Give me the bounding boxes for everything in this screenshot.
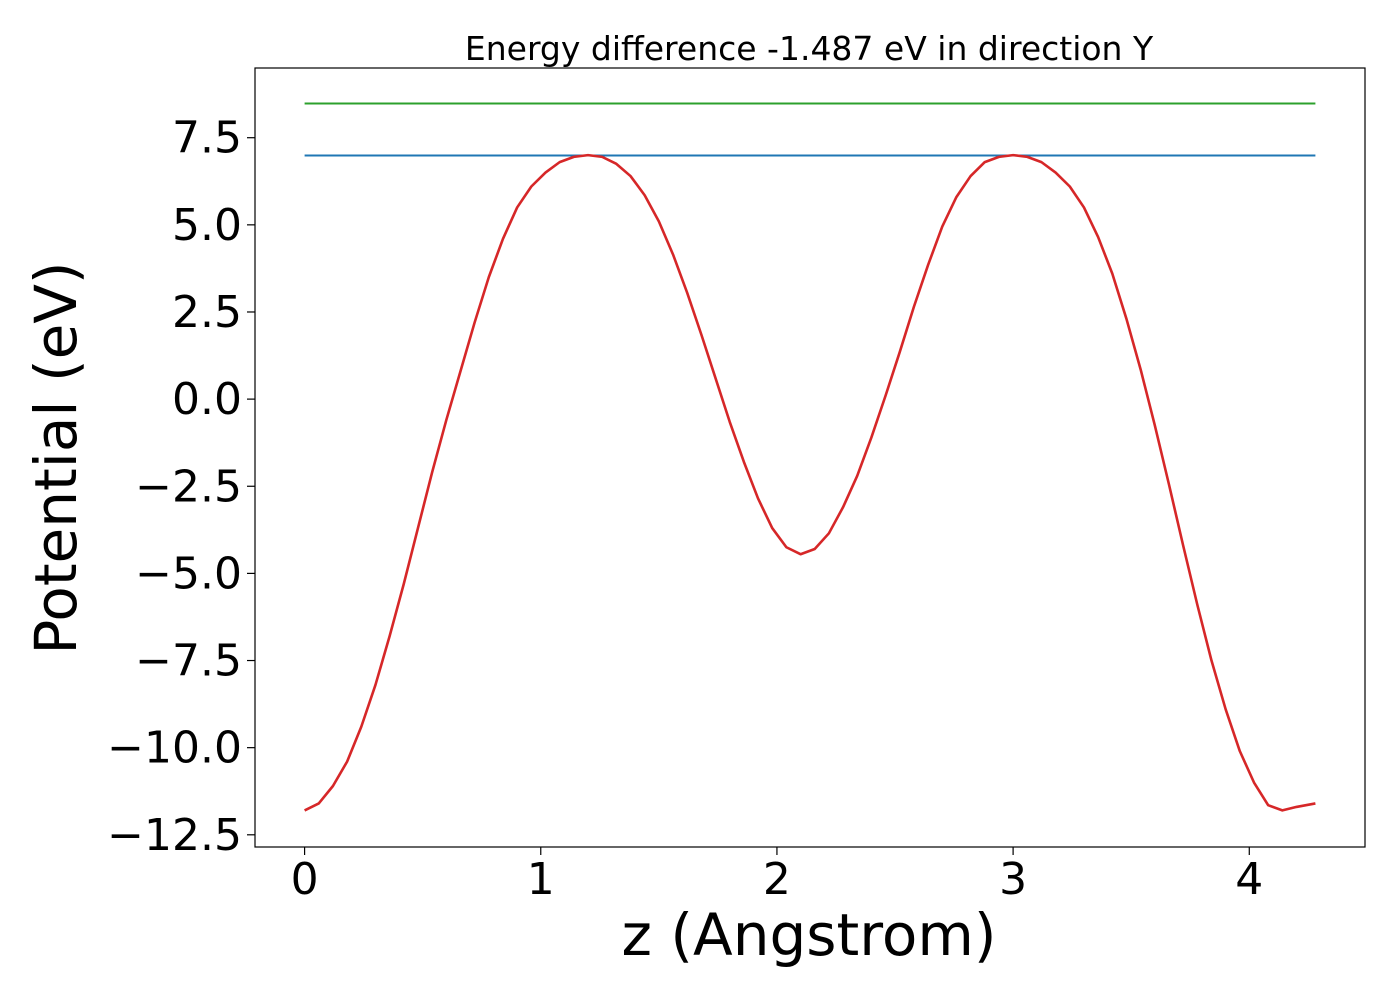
plot-lines	[304, 102, 1316, 812]
y-tick-label: −12.5	[107, 810, 242, 861]
x-tick-label: 2	[763, 854, 791, 905]
x-tick-label: 3	[999, 854, 1027, 905]
x-tick-label: 4	[1235, 854, 1263, 905]
y-tick-label: −5.0	[135, 548, 242, 599]
y-tick-label: 2.5	[172, 287, 242, 338]
x-axis: 0 1 2 3 4	[291, 847, 1263, 905]
chart-title: Energy difference -1.487 eV in direction…	[465, 29, 1154, 68]
y-tick-label: −2.5	[135, 461, 242, 512]
y-axis-label: Potential (eV)	[22, 261, 90, 654]
y-tick-label: 0.0	[172, 374, 242, 425]
x-axis-label: z (Angstrom)	[622, 901, 997, 969]
y-axis: 7.5 5.0 2.5 0.0 −2.5 −5.0 −7.5 −10.0 −12.5	[107, 113, 255, 861]
y-tick-label: 5.0	[172, 200, 242, 251]
x-tick-label: 0	[291, 854, 319, 905]
y-tick-label: −7.5	[135, 636, 242, 687]
series-line-0	[304, 153, 1316, 812]
x-tick-label: 1	[527, 854, 555, 905]
y-tick-label: 7.5	[172, 113, 242, 164]
plot-frame	[254, 67, 1366, 848]
y-tick-label: −10.0	[107, 723, 242, 774]
